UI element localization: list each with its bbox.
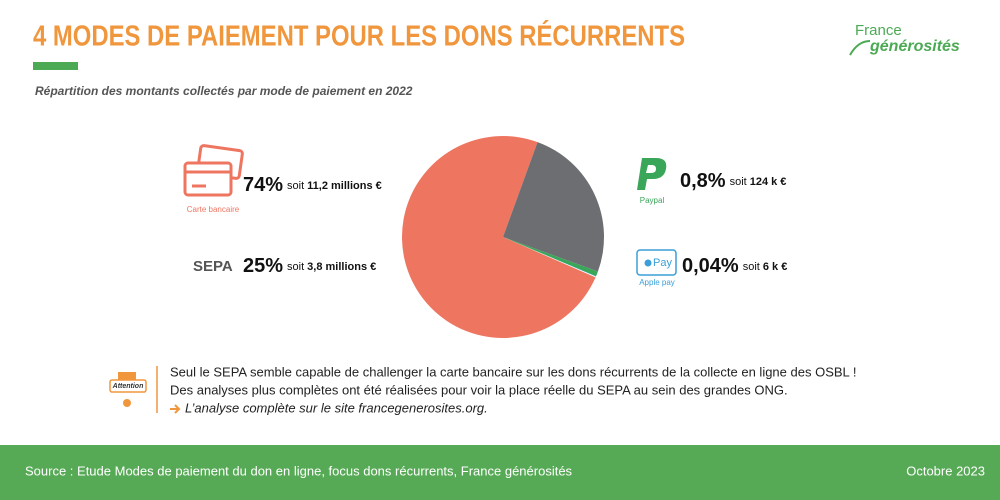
value-label: 0,8% soit 124 k €	[680, 170, 786, 192]
applepay-icon	[636, 249, 677, 276]
logo-bottom: générosités	[869, 38, 960, 55]
footer-source: Source : Etude Modes de paiement du don …	[25, 463, 573, 478]
footer	[0, 445, 1000, 500]
paypal-icon	[637, 158, 667, 190]
connector: soit	[287, 180, 304, 192]
value-label: 25% soit 3,8 millions €	[243, 255, 376, 277]
category-label: Paypal	[640, 196, 665, 205]
note-arrow	[170, 404, 181, 414]
pie-slice	[402, 135, 596, 338]
sepa-logo: SEPA	[193, 258, 233, 275]
amount: 6 k €	[763, 261, 787, 273]
percent: 25%	[243, 255, 283, 277]
connector: soit	[730, 176, 747, 188]
note-link[interactable]: L’analyse complète sur le site francegen…	[185, 400, 488, 415]
amount: 11,2 millions €	[307, 180, 382, 192]
value-label: 0,04% soit 6 k €	[682, 255, 787, 277]
pie-slice	[503, 237, 597, 277]
logo-swoosh	[849, 40, 871, 56]
pie-slice	[503, 237, 598, 277]
title-underline	[33, 62, 78, 70]
category-label: Carte bancaire	[187, 205, 240, 214]
attention-icon	[109, 372, 147, 407]
card-icon	[183, 144, 244, 197]
category-label: Apple pay	[639, 278, 675, 287]
percent: 0,8%	[680, 170, 726, 192]
logo-top: France	[855, 22, 902, 39]
connector: soit	[287, 261, 304, 273]
applepay-icon-text: Pay	[653, 257, 672, 269]
percent: 74%	[243, 174, 283, 196]
amount: 3,8 millions €	[307, 261, 376, 273]
note-line: Des analyses plus complètes ont été réal…	[170, 382, 788, 397]
value-label: 74% soit 11,2 millions €	[243, 174, 382, 196]
pie-slice	[503, 142, 604, 272]
amount: 124 k €	[750, 176, 787, 188]
footer-date: Octobre 2023	[906, 463, 985, 478]
apple-glyph	[644, 259, 652, 267]
title: 4 MODES DE PAIEMENT POUR LES DONS RÉCURR…	[33, 19, 685, 53]
connector: soit	[743, 261, 760, 273]
attention-text: Attention	[112, 383, 144, 390]
note-line: Seul le SEPA semble capable de challenge…	[170, 364, 857, 379]
subtitle: Répartition des montants collectés par m…	[35, 84, 413, 98]
percent: 0,04%	[682, 255, 739, 277]
